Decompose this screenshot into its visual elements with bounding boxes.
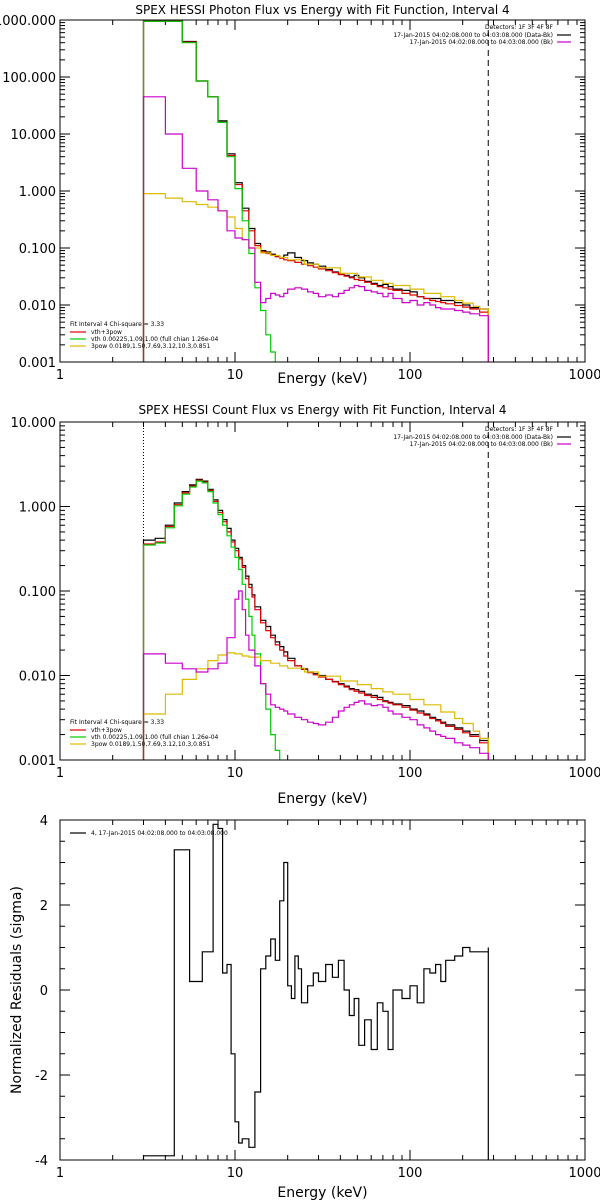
x-tick-label: 1000 [568,766,600,781]
y-axis-ticks [60,19,585,363]
y-tick-label: 2 [40,899,48,914]
legend-entry-label: 17-Jan-2015 04:02:08.000 to 04:03:08.000… [410,39,553,46]
y-tick-label: 0.010 [19,299,56,314]
y-tick-label: 10.000 [11,416,57,431]
legend-bottom-left: Fit Interval 4 Chi-square = 3.33vth+3pow… [70,321,219,350]
x-tick-label: 10 [227,1166,244,1181]
legend-entry-label: 17-Jan-2015 04:02:08.000 to 04:03:08.000… [393,434,553,441]
x-axis-label: Energy (keV) [277,1185,367,1200]
x-tick-label: 10 [227,368,244,383]
legend-entry-label: 4, 17-Jan-2015 04:02:08.000 to 04:03:08.… [91,830,228,837]
y-axis-ticks [60,819,585,1161]
chart-panel-3: 1 10 100 1000 4 2 0 -2 -4 Energy (keV) Normalized … [9,814,600,1200]
series-group [142,823,489,1160]
plot-frame [59,19,586,363]
x-tick-label: 1 [56,368,64,383]
x-tick-label: 100 [398,766,423,781]
chart-title: SPEX HESSI Count Flux vs Energy with Fit… [138,403,506,417]
x-tick-label: 100 [398,368,423,383]
x-axis-ticks [59,820,586,1160]
legend-entry-label: vth+3pow [91,329,122,336]
y-tick-label: 1.000 [19,185,56,200]
x-tick-label: 10 [227,766,244,781]
y-tick-label: 0.100 [19,585,56,600]
legend-entry-label: 3pow 0.0189,1.50,7.69,3.12,10.3,0.851 [91,741,210,748]
series-line-4 [142,193,489,362]
y-tick-label: 100.000 [2,71,56,86]
legend-fit-header: Fit Interval 4 Chi-square = 3.33 [70,719,164,726]
legend-bottom-left: Fit Interval 4 Chi-square = 3.33vth+3pow… [70,719,219,748]
legend-detectors: Detectors: 1F 3F 4F 8F [485,426,554,433]
y-tick-label: 1000.000 [0,14,56,29]
x-tick-label: 100 [398,1166,423,1181]
y-tick-label: 0.010 [19,670,56,685]
series-line-2 [142,20,489,362]
legend-detectors: Detectors: 1F 3F 4F 8F [485,24,554,31]
y-tick-label: 10.000 [11,128,57,143]
y-tick-label: -2 [35,1069,48,1084]
y-axis-ticks [60,421,585,761]
y-tick-label: 0.001 [19,754,56,769]
legend-entry-label: vth+3pow [91,727,122,734]
x-axis-ticks [59,20,586,362]
y-tick-label: 0.001 [19,356,56,371]
y-tick-label: -4 [35,1154,48,1169]
legend-entry-label: vth 0.00225,1.09,1.00 (full chian 1.26e-… [91,734,219,741]
y-tick-label: 0 [40,984,48,999]
legend-entry-label: 17-Jan-2015 04:02:08.000 to 04:03:08.000… [393,32,553,39]
x-tick-label: 1000 [568,1166,600,1181]
legend-fit-header: Fit Interval 4 Chi-square = 3.33 [70,321,164,328]
chart-panel-1: SPEX HESSI Photon Flux vs Energy with Fi… [0,3,600,387]
y-tick-label: 1.000 [19,501,56,516]
series-line-1 [142,823,489,1160]
series-line-5 [142,96,489,362]
y-tick-label: 4 [40,814,48,829]
plot-frame [59,421,586,761]
series-line-4 [142,652,489,760]
x-tick-label: 1000 [568,368,600,383]
x-tick-label: 1 [56,1166,64,1181]
x-axis-label: Energy (keV) [277,371,367,387]
series-group [142,20,489,362]
legend-entry-label: 17-Jan-2015 04:02:08.000 to 04:03:08.000… [410,441,553,448]
x-axis-label: Energy (keV) [277,791,367,807]
plot-frame [59,819,586,1161]
chart-panel-2: SPEX HESSI Count Flux vs Energy with Fit… [11,403,600,807]
y-tick-label: 0.100 [19,242,56,257]
legend-entry-label: vth 0.00225,1.09,1.00 (full chian 1.26e-… [91,336,219,343]
x-tick-label: 1 [56,766,64,781]
series-line-1 [142,20,489,362]
series-line-2 [142,479,489,760]
legend-residuals: 4, 17-Jan-2015 04:02:08.000 to 04:03:08.… [70,830,228,837]
x-axis-ticks [59,422,586,760]
series-line-1 [142,478,489,760]
chart-title: SPEX HESSI Photon Flux vs Energy with Fi… [135,3,509,17]
legend-entry-label: 3pow 0.0189,1.50,7.69,3.12,10.3,0.851 [91,343,210,350]
series-group [142,478,489,760]
series-line-5 [142,590,489,760]
series-line-3 [142,20,276,362]
y-axis-label: Normalized Residuals (sigma) [9,886,25,1094]
